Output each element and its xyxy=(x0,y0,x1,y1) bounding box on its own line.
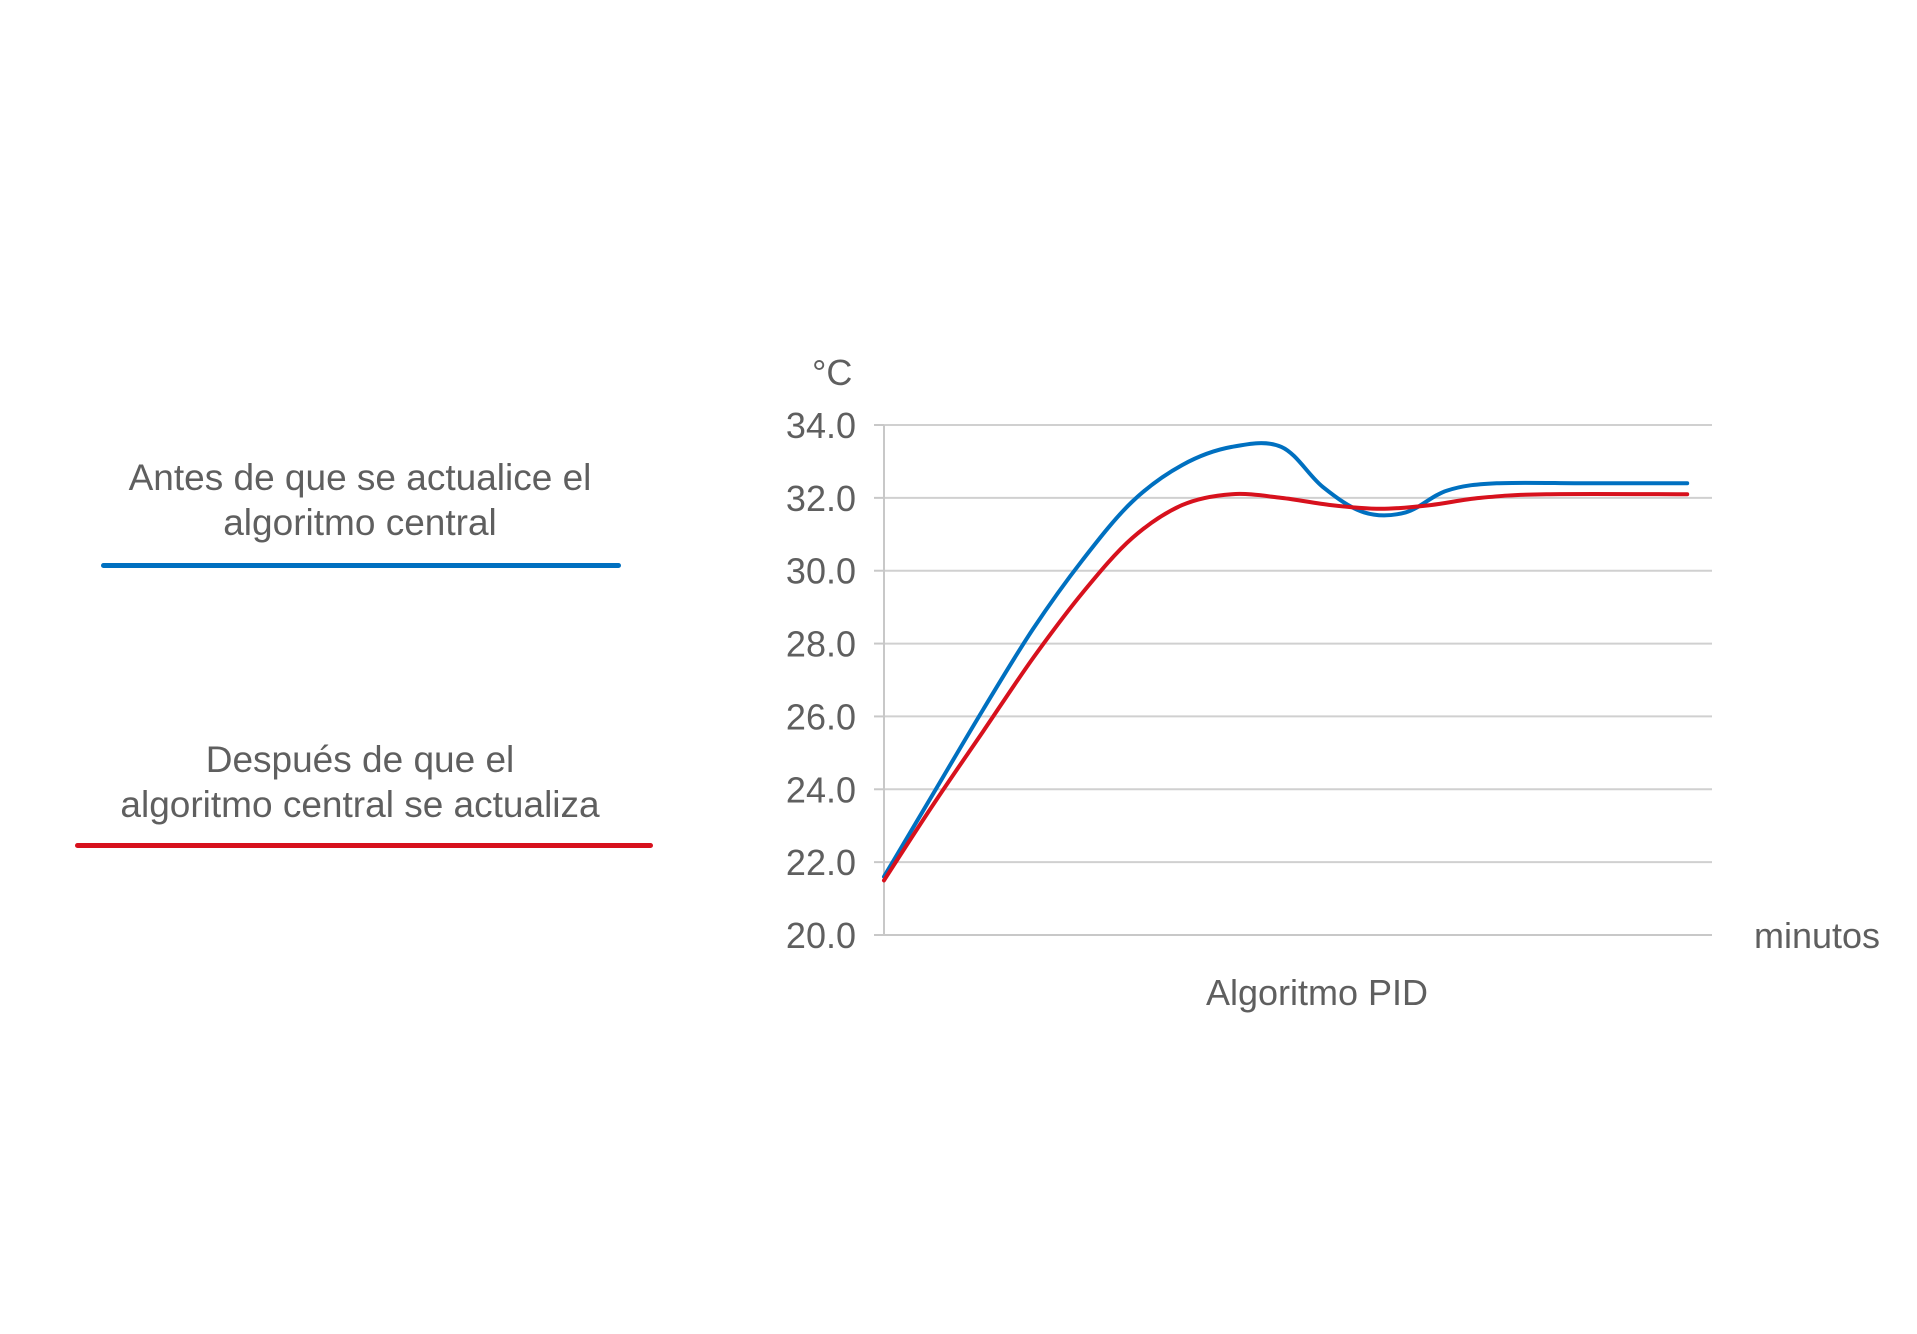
y-tick-labels: 20.0 22.0 24.0 26.0 28.0 30.0 32.0 34.0 xyxy=(786,405,856,956)
series-line-after xyxy=(882,491,1690,883)
legend-swatch-after xyxy=(75,843,653,848)
y-tick-label: 30.0 xyxy=(786,551,856,592)
y-tick-label: 26.0 xyxy=(786,696,856,737)
series-line-before xyxy=(882,441,1690,879)
y-tick-label: 34.0 xyxy=(786,405,856,446)
axes xyxy=(874,424,1712,936)
y-tick-label: 24.0 xyxy=(786,769,856,810)
legend-item-after: Después de que el algoritmo central se a… xyxy=(60,737,660,827)
legend-swatch-before xyxy=(101,563,621,568)
legend-label-after-line2: algoritmo central se actualiza xyxy=(120,784,600,825)
legend-label-before-line1: Antes de que se actualice el xyxy=(128,457,592,498)
legend-label-before-line2: algoritmo central xyxy=(223,502,497,543)
x-axis-label: minutos xyxy=(1754,915,1880,956)
grid-lines xyxy=(884,424,1712,864)
series-lines xyxy=(882,441,1690,883)
y-axis-label: °C xyxy=(812,352,852,393)
y-tick-label: 22.0 xyxy=(786,842,856,883)
chart-title: Algoritmo PID xyxy=(1206,972,1428,1013)
legend-item-before: Antes de que se actualice el algoritmo c… xyxy=(60,455,660,545)
y-tick-label: 20.0 xyxy=(786,915,856,956)
y-tick-label: 28.0 xyxy=(786,624,856,665)
y-tick-label: 32.0 xyxy=(786,478,856,519)
legend-label-after-line1: Después de que el xyxy=(205,739,515,780)
